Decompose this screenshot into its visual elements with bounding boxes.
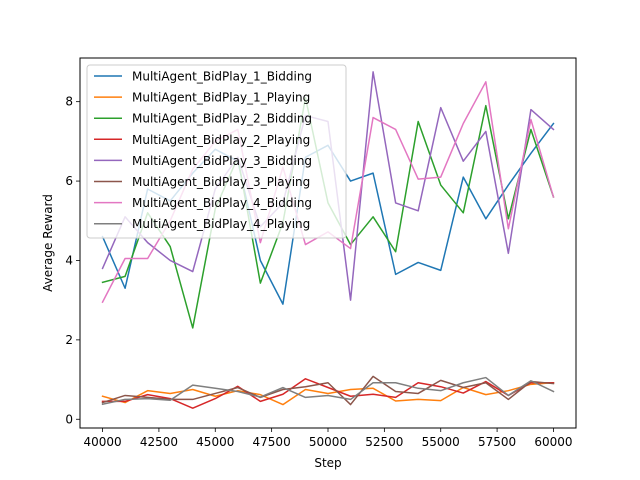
x-tick-label: 45000	[196, 435, 234, 449]
legend-box	[86, 64, 347, 239]
legend-label-6: MultiAgent_BidPlay_3_Playing	[132, 175, 310, 189]
legend-label-7: MultiAgent_BidPlay_4_Bidding	[132, 196, 312, 210]
x-tick-label: 52500	[365, 435, 403, 449]
y-tick-label: 8	[65, 95, 73, 109]
x-tick-label: 55000	[422, 435, 460, 449]
x-tick-label: 40000	[83, 435, 121, 449]
x-tick-label: 60000	[534, 435, 572, 449]
y-tick-label: 2	[65, 333, 73, 347]
y-tick-label: 6	[65, 174, 73, 188]
legend-label-3: MultiAgent_BidPlay_2_Bidding	[132, 112, 312, 126]
x-tick-label: 57500	[478, 435, 516, 449]
legend-label-2: MultiAgent_BidPlay_1_Playing	[132, 91, 310, 105]
series-line-6	[101, 375, 555, 406]
y-axis-ticks: 0 2 4 6 8	[65, 95, 80, 426]
y-tick-label: 4	[65, 253, 73, 267]
legend-label-5: MultiAgent_BidPlay_3_Bidding	[132, 154, 312, 168]
legend-label-4: MultiAgent_BidPlay_2_Playing	[132, 133, 310, 147]
series-line-2	[101, 381, 555, 406]
series-line-8	[101, 376, 555, 406]
legend: MultiAgent_BidPlay_1_Bidding MultiAgent_B…	[86, 64, 347, 239]
x-tick-label: 47500	[253, 435, 291, 449]
x-tick-label: 50000	[309, 435, 347, 449]
x-axis-ticks: 40000 42500 45000 47500 50000 52500 55000 57500…	[83, 428, 573, 449]
y-tick-label: 0	[65, 412, 73, 426]
legend-label-1: MultiAgent_BidPlay_1_Bidding	[132, 70, 312, 84]
y-axis-label: Average Reward	[41, 194, 55, 292]
series-line-4	[101, 378, 555, 409]
x-tick-label: 42500	[140, 435, 178, 449]
legend-label-8: MultiAgent_BidPlay_4_Playing	[132, 217, 310, 231]
x-axis-label: Step	[314, 456, 341, 470]
